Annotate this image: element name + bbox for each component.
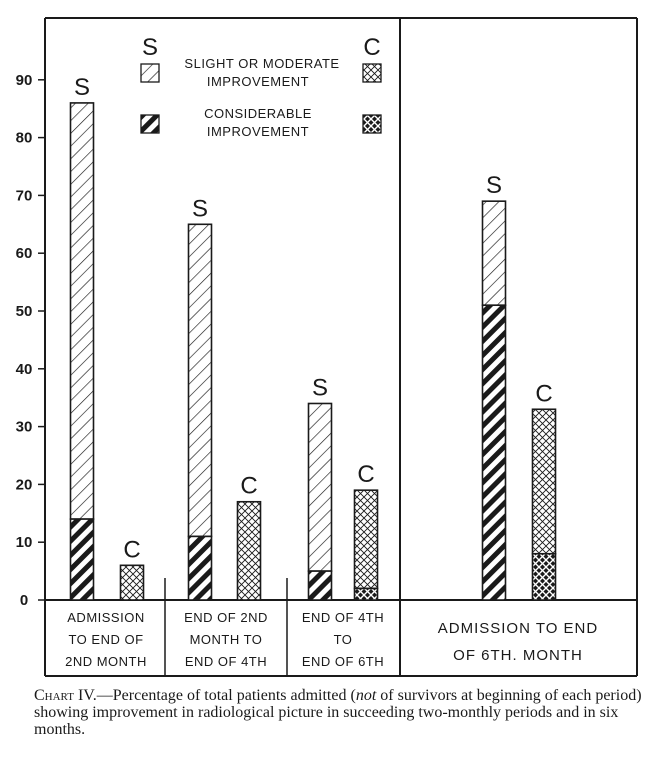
y-tick-label-0: 0 (20, 592, 28, 609)
figure-caption: Chart IV.—Percentage of total patients a… (34, 687, 644, 738)
caption-emphasis: not (355, 687, 377, 704)
y-tick-label-9: 90 (16, 72, 33, 89)
legend-item-considerable-line2: IMPROVEMENT (207, 124, 309, 139)
y-tick-label-7: 70 (16, 187, 33, 204)
bar-g3-c-slight (353, 489, 379, 590)
group-label-3-line-1: END OF 4TH (302, 610, 384, 625)
bar-g1-c-slight (119, 564, 145, 601)
group-label-2-line-2: MONTH TO (190, 632, 263, 647)
bar-letter-g3-s: S (312, 374, 328, 401)
legend-swatch-c-considerable (362, 114, 382, 134)
chart: 0 10 20 30 40 50 60 70 80 90 S C S C S C S C ADMISSION TO… (16, 17, 638, 677)
bar-g4-c-considerable (531, 552, 557, 601)
y-tick-label-2: 20 (16, 476, 33, 493)
legend-swatch-s-slight (140, 63, 160, 83)
bar-g2-c-slight (236, 500, 262, 601)
bar-letter-g2-s: S (192, 195, 208, 222)
group-label-4-line-2: OF 6TH. MONTH (453, 647, 583, 664)
legend-item-considerable-line1: CONSIDERABLE (204, 106, 312, 121)
legend-header-c: C (363, 34, 380, 61)
bar-letter-g1-s: S (74, 74, 90, 101)
bar-g3-s-slight (307, 402, 333, 572)
y-tick-label-5: 50 (16, 303, 33, 320)
bar-letter-g4-c: C (535, 380, 552, 407)
bar-g1-s-considerable (69, 518, 95, 601)
bar-letter-g2-c: C (240, 473, 257, 500)
bar-g3-c-considerable (353, 587, 379, 601)
legend: S C SLIGHT OR MODERATE IMPROVEMENT CONSI… (140, 34, 382, 139)
bar-g2-s-slight (187, 223, 213, 538)
group-label-3-line-2: TO (334, 632, 353, 647)
bar-g1-s-slight (69, 102, 95, 520)
group-label-3-line-3: END OF 6TH (302, 654, 384, 669)
y-tick-label-3: 30 (16, 419, 33, 436)
y-tick-label-6: 60 (16, 245, 33, 262)
bars: S C S C S C S C (69, 74, 557, 601)
group-label-1-line-2: TO END OF (68, 632, 143, 647)
group-label-2-line-3: END OF 4TH (185, 654, 267, 669)
y-tick-label-1: 10 (16, 534, 33, 551)
caption-text-after: of survivors at beginning of each period… (34, 687, 642, 738)
legend-swatch-c-slight (362, 63, 382, 83)
bar-letter-g1-c: C (123, 536, 140, 563)
group-label-1-line-3: 2ND MONTH (65, 654, 147, 669)
bar-g2-s-considerable (187, 535, 213, 601)
legend-item-slight-line1: SLIGHT OR MODERATE (184, 56, 339, 71)
bar-g4-s-considerable (481, 304, 507, 601)
y-tick-label-8: 80 (16, 130, 33, 147)
caption-label: Chart IV. (34, 687, 97, 704)
legend-swatch-s-considerable (140, 114, 160, 134)
legend-item-slight-line2: IMPROVEMENT (207, 74, 309, 89)
y-tick-label-4: 40 (16, 361, 33, 378)
group-label-1-line-1: ADMISSION (67, 610, 144, 625)
bar-g4-c-slight (531, 408, 557, 555)
y-axis-ticks: 0 10 20 30 40 50 60 70 80 90 (16, 72, 45, 609)
group-labels: ADMISSION TO END OF 2ND MONTH END OF 2ND MON… (65, 610, 598, 669)
legend-header-s: S (142, 34, 158, 61)
bar-g3-s-considerable (307, 570, 333, 601)
group-label-4-line-1: ADMISSION TO END (438, 620, 598, 637)
bar-letter-g4-s: S (486, 172, 502, 199)
bar-letter-g3-c: C (357, 461, 374, 488)
group-label-2-line-1: END OF 2ND (184, 610, 268, 625)
caption-text-before: —Percentage of total patients admitted ( (96, 687, 356, 704)
bar-g4-s-slight (481, 200, 507, 307)
